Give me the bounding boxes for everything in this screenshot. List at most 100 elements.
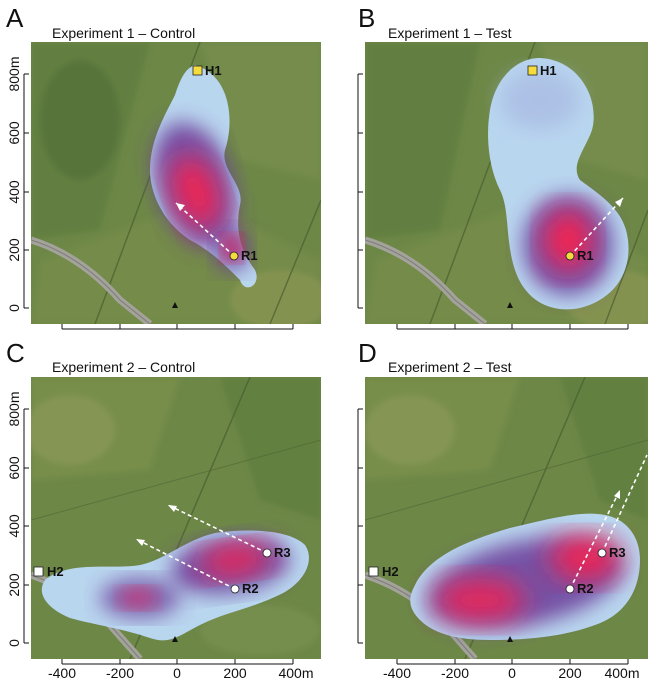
panel-letter: C bbox=[6, 338, 25, 368]
y-tick-label: 200 bbox=[6, 573, 22, 597]
release-label: R1 bbox=[241, 248, 258, 263]
x-axis bbox=[61, 324, 294, 330]
field-boundary bbox=[31, 439, 321, 521]
x-tick-label: -400 bbox=[383, 665, 411, 679]
homing-arrow bbox=[601, 454, 648, 554]
map-area: H2 R2 R3 bbox=[365, 377, 648, 659]
y-tick-label: 0 bbox=[6, 304, 22, 312]
x-tick-label: 200 bbox=[223, 665, 247, 679]
y-tick-label: 600 bbox=[6, 121, 22, 145]
arrow-head bbox=[614, 490, 620, 499]
x-axis: -400 -200 0 200 400m bbox=[383, 659, 640, 679]
release-point bbox=[230, 584, 240, 594]
panel-d: D Experiment 2 – Test H2 bbox=[357, 338, 648, 679]
panel-title: Experiment 2 – Test bbox=[388, 359, 512, 375]
map-area: H1 R1 bbox=[31, 42, 321, 324]
x-tick-label: -400 bbox=[48, 665, 76, 679]
y-tick-label: 800m bbox=[6, 56, 22, 91]
release-label: R1 bbox=[577, 248, 594, 263]
y-tick-label: 400 bbox=[6, 514, 22, 538]
homing-arrow bbox=[175, 202, 235, 257]
y-axis bbox=[357, 73, 363, 309]
arrow-head bbox=[615, 198, 623, 207]
panel-c: C Experiment 2 – Control bbox=[6, 338, 321, 679]
hive-label: H2 bbox=[47, 564, 64, 579]
panel-letter: B bbox=[358, 3, 375, 33]
x-axis bbox=[396, 324, 629, 330]
release-label: R2 bbox=[242, 581, 259, 596]
release-point bbox=[565, 584, 575, 594]
field-texture bbox=[365, 377, 648, 520]
landmark-triangle bbox=[507, 636, 513, 642]
x-tick-label: 0 bbox=[508, 665, 516, 679]
hive-label: H1 bbox=[205, 63, 222, 78]
x-tick-label: 400m bbox=[278, 665, 313, 679]
density-heatmap bbox=[488, 58, 629, 310]
x-tick-label: 0 bbox=[173, 665, 181, 679]
panel-letter: D bbox=[358, 338, 377, 368]
y-tick-label: 200 bbox=[6, 238, 22, 262]
landmark-triangle bbox=[507, 302, 513, 308]
density-core bbox=[550, 536, 620, 580]
density-core bbox=[435, 578, 525, 622]
y-axis bbox=[357, 408, 363, 644]
hive-marker bbox=[527, 65, 538, 76]
field-boundary bbox=[604, 209, 648, 324]
panel-title: Experiment 1 – Control bbox=[52, 25, 195, 41]
x-tick-label: 200 bbox=[558, 665, 582, 679]
density-low bbox=[500, 70, 580, 130]
density-core bbox=[120, 588, 156, 608]
field-boundary bbox=[269, 199, 321, 324]
homing-arrow bbox=[167, 504, 268, 554]
y-tick-label: 400 bbox=[6, 180, 22, 204]
hive-marker bbox=[33, 566, 44, 577]
arrow-head bbox=[136, 539, 145, 546]
homing-arrow bbox=[135, 538, 236, 590]
landmark-triangle bbox=[172, 302, 178, 308]
density-core bbox=[200, 544, 270, 576]
road-edge bbox=[31, 239, 151, 324]
panel-letter: A bbox=[6, 3, 24, 33]
y-tick-label: 0 bbox=[6, 639, 22, 647]
y-axis: 0 200 400 600 800m bbox=[6, 56, 29, 312]
hive-marker bbox=[192, 65, 203, 76]
density-heatmap bbox=[150, 65, 257, 288]
release-point bbox=[229, 251, 239, 261]
hive-label: H2 bbox=[382, 564, 399, 579]
map-area: H2 R2 R3 bbox=[31, 377, 321, 659]
panel-title: Experiment 2 – Control bbox=[52, 359, 195, 375]
field-boundary bbox=[365, 439, 648, 521]
release-point bbox=[565, 251, 575, 261]
field-texture bbox=[31, 377, 321, 655]
road-edge bbox=[365, 239, 486, 324]
density-core bbox=[171, 155, 221, 229]
map-area: H1 R1 bbox=[365, 42, 648, 324]
panel-b: B Experiment 1 – Test H1 bbox=[357, 3, 648, 330]
release-label: R3 bbox=[609, 545, 626, 560]
field-texture bbox=[31, 42, 321, 324]
y-tick-label: 600 bbox=[6, 456, 22, 480]
arrow-head bbox=[168, 505, 177, 512]
panel-title: Experiment 1 – Test bbox=[388, 25, 512, 41]
y-tick-label: 800m bbox=[6, 391, 22, 426]
density-core bbox=[544, 210, 592, 270]
release-label: R3 bbox=[274, 545, 291, 560]
hive-marker bbox=[368, 566, 379, 577]
x-axis: -400 -200 0 200 400m bbox=[48, 659, 314, 679]
x-tick-label: 400m bbox=[604, 665, 639, 679]
release-label: R2 bbox=[577, 581, 594, 596]
density-heatmap bbox=[41, 530, 309, 641]
panel-a: A Experiment 1 – Control bbox=[6, 3, 321, 330]
density-heatmap bbox=[410, 513, 640, 640]
arrow-head bbox=[176, 203, 185, 211]
landmark-triangle bbox=[172, 636, 178, 642]
y-axis: 0 200 400 600 800m bbox=[6, 391, 29, 647]
hive-label: H1 bbox=[540, 63, 557, 78]
release-point bbox=[597, 548, 607, 558]
x-tick-label: -200 bbox=[106, 665, 134, 679]
homing-arrow bbox=[569, 489, 621, 590]
release-point bbox=[262, 548, 272, 558]
homing-arrow bbox=[569, 197, 624, 257]
x-tick-label: -200 bbox=[441, 665, 469, 679]
